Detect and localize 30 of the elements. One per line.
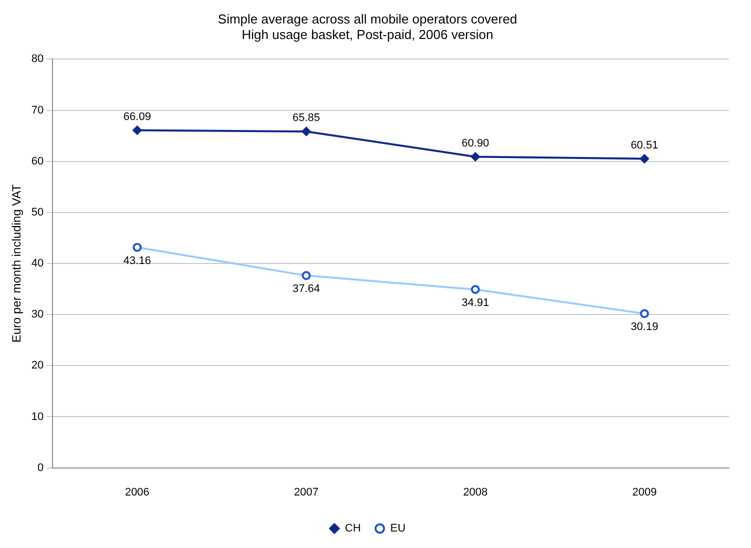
data-label: 43.16 bbox=[123, 254, 151, 267]
point bbox=[640, 154, 649, 164]
chart-subtitle: High usage basket, Post-paid, 2006 version bbox=[242, 26, 494, 42]
data-label: 66.09 bbox=[123, 110, 151, 123]
data-label: 30.19 bbox=[630, 321, 658, 334]
data-label: 34.91 bbox=[462, 297, 490, 310]
point bbox=[470, 152, 480, 162]
legend-label: EU bbox=[390, 522, 406, 535]
data-label: 60.51 bbox=[630, 139, 658, 152]
legend-label: CH bbox=[344, 522, 361, 535]
y-tick-label: 50 bbox=[31, 206, 44, 218]
y-tick-label: 20 bbox=[31, 360, 44, 372]
x-tick-label: 2008 bbox=[463, 486, 488, 498]
y-tick-label: 40 bbox=[31, 258, 44, 270]
y-axis-title: Euro per month including VAT bbox=[10, 184, 24, 343]
y-tick-label: 70 bbox=[31, 104, 44, 116]
point bbox=[132, 126, 142, 135]
data-label: 65.85 bbox=[292, 112, 320, 124]
data-label: 37.64 bbox=[292, 283, 320, 296]
x-tick-label: 2009 bbox=[632, 486, 657, 498]
x-tick-label: 2006 bbox=[124, 486, 150, 498]
y-tick-label: 60 bbox=[31, 155, 44, 168]
point bbox=[302, 126, 311, 136]
y-tick-label: 30 bbox=[31, 308, 44, 321]
y-tick-label: 10 bbox=[31, 410, 44, 423]
x-tick-label: 2007 bbox=[294, 486, 319, 498]
y-tick-label: 0 bbox=[38, 462, 44, 474]
data-label: 60.90 bbox=[462, 137, 490, 150]
chart-title: Simple average across all mobile operators covered bbox=[218, 11, 518, 26]
y-tick-label: 80 bbox=[31, 53, 44, 66]
